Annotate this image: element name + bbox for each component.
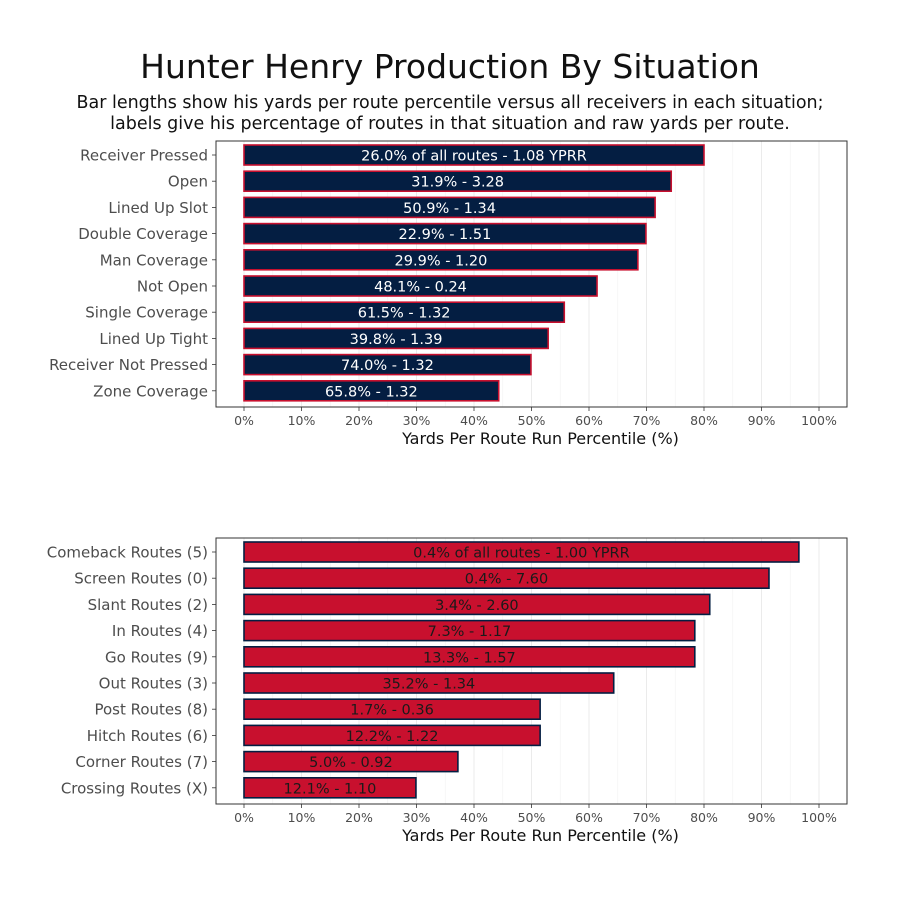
plot-border	[215, 537, 848, 805]
bar	[243, 593, 711, 616]
y-tick-label: Double Coverage	[78, 225, 208, 243]
bar	[243, 672, 615, 694]
bar	[243, 698, 541, 721]
x-tick-label: 70%	[633, 413, 661, 428]
x-tick-label: 70%	[633, 810, 661, 825]
y-tick-label: Screen Routes (0)	[74, 570, 208, 588]
y-tick-label: Hitch Routes (6)	[87, 727, 208, 745]
y-tick-label: Lined Up Slot	[108, 199, 208, 217]
x-axis-title: Yards Per Route Run Percentile (%)	[401, 429, 679, 448]
chart-title: Hunter Henry Production By Situation	[140, 47, 760, 86]
bar-data-label: 61.5% - 1.32	[358, 306, 451, 322]
y-tick-label: Receiver Not Pressed	[49, 356, 208, 374]
y-tick-label: Slant Routes (2)	[88, 596, 208, 614]
bar	[243, 645, 696, 668]
x-tick-label: 0%	[234, 810, 254, 825]
chart-subtitle-line1: Bar lengths show his yards per route per…	[76, 93, 823, 113]
bar-data-label: 3.4% - 2.60	[435, 598, 519, 614]
bar-data-label: 7.3% - 1.17	[428, 624, 512, 640]
bar	[243, 222, 647, 245]
bar	[243, 353, 532, 376]
bar-data-label: 0.4% - 7.60	[465, 572, 549, 588]
bar	[243, 327, 549, 350]
bar-data-label: 39.8% - 1.39	[350, 332, 443, 348]
bar	[243, 249, 639, 271]
bar	[243, 275, 598, 297]
y-tick-label: In Routes (4)	[112, 622, 208, 640]
bar	[243, 619, 696, 642]
panel-2: 0% 10% 20% 30% 40% 50% 60% 70% 80% 90% 100% Comebac…	[47, 537, 848, 845]
x-tick-label: 0%	[234, 413, 254, 428]
x-tick-label: 50%	[518, 413, 546, 428]
x-tick-label: 40%	[460, 810, 488, 825]
bar-data-label: 29.9% - 1.20	[395, 253, 488, 269]
y-tick-label: Out Routes (3)	[99, 675, 208, 693]
bar-data-label: 12.1% - 1.10	[284, 781, 377, 797]
x-tick-label: 90%	[748, 810, 776, 825]
bar	[243, 170, 673, 192]
bar-data-label: 5.0% - 0.92	[309, 755, 393, 771]
bar	[243, 567, 770, 590]
x-tick-label: 100%	[801, 810, 837, 825]
bar	[243, 196, 656, 219]
bar	[243, 144, 705, 166]
bar	[243, 776, 417, 799]
y-tick-label: Open	[168, 173, 208, 191]
panel-1: 0% 10% 20% 30% 40% 50% 60% 70% 80% 90% 100% Receive…	[49, 140, 848, 448]
bar	[243, 301, 566, 324]
bar	[243, 750, 459, 773]
x-tick-label: 60%	[575, 810, 603, 825]
bar-data-label: 74.0% - 1.32	[341, 358, 434, 374]
bar-data-label: 31.9% - 3.28	[411, 175, 504, 191]
x-tick-label: 30%	[403, 810, 431, 825]
bar-data-label: 48.1% - 0.24	[374, 280, 467, 296]
x-tick-label: 20%	[345, 810, 373, 825]
bar-data-label: 65.8% - 1.32	[325, 384, 418, 400]
bar	[243, 724, 541, 747]
bar-data-label: 13.3% - 1.57	[423, 650, 516, 666]
x-tick-label: 90%	[748, 413, 776, 428]
y-tick-label: Corner Routes (7)	[75, 753, 208, 771]
bar-data-label: 1.7% - 0.36	[350, 703, 434, 719]
x-tick-label: 50%	[518, 810, 546, 825]
x-tick-label: 30%	[403, 413, 431, 428]
y-tick-label: Lined Up Tight	[99, 330, 208, 348]
x-tick-label: 10%	[288, 810, 316, 825]
x-tick-label: 80%	[690, 413, 718, 428]
bar-data-label: 12.2% - 1.22	[346, 729, 439, 745]
y-tick-label: Single Coverage	[85, 304, 208, 322]
bar-data-label: 35.2% - 1.34	[382, 677, 475, 693]
x-tick-label: 10%	[288, 413, 316, 428]
chart-subtitle-line2: labels give his percentage of routes in …	[110, 114, 790, 134]
bar	[243, 379, 500, 402]
y-tick-label: Zone Coverage	[93, 382, 208, 400]
bar	[243, 541, 800, 563]
x-tick-label: 60%	[575, 413, 603, 428]
x-tick-label: 20%	[345, 413, 373, 428]
y-tick-label: Post Routes (8)	[94, 701, 208, 719]
x-tick-label: 40%	[460, 413, 488, 428]
y-tick-label: Go Routes (9)	[105, 648, 208, 666]
y-tick-label: Crossing Routes (X)	[61, 779, 208, 797]
bar-data-label: 50.9% - 1.34	[403, 201, 496, 217]
y-tick-label: Comeback Routes (5)	[47, 544, 208, 562]
y-tick-label: Not Open	[137, 278, 208, 296]
y-tick-label: Man Coverage	[100, 251, 208, 269]
bar-data-label: 0.4% of all routes - 1.00 YPRR	[413, 546, 630, 562]
x-tick-label: 80%	[690, 810, 718, 825]
plot-border	[215, 140, 848, 408]
x-tick-label: 100%	[801, 413, 837, 428]
bar-data-label: 26.0% of all routes - 1.08 YPRR	[361, 149, 587, 165]
y-tick-label: Receiver Pressed	[80, 147, 208, 165]
x-axis-title: Yards Per Route Run Percentile (%)	[401, 826, 679, 845]
bar-data-label: 22.9% - 1.51	[399, 227, 492, 243]
